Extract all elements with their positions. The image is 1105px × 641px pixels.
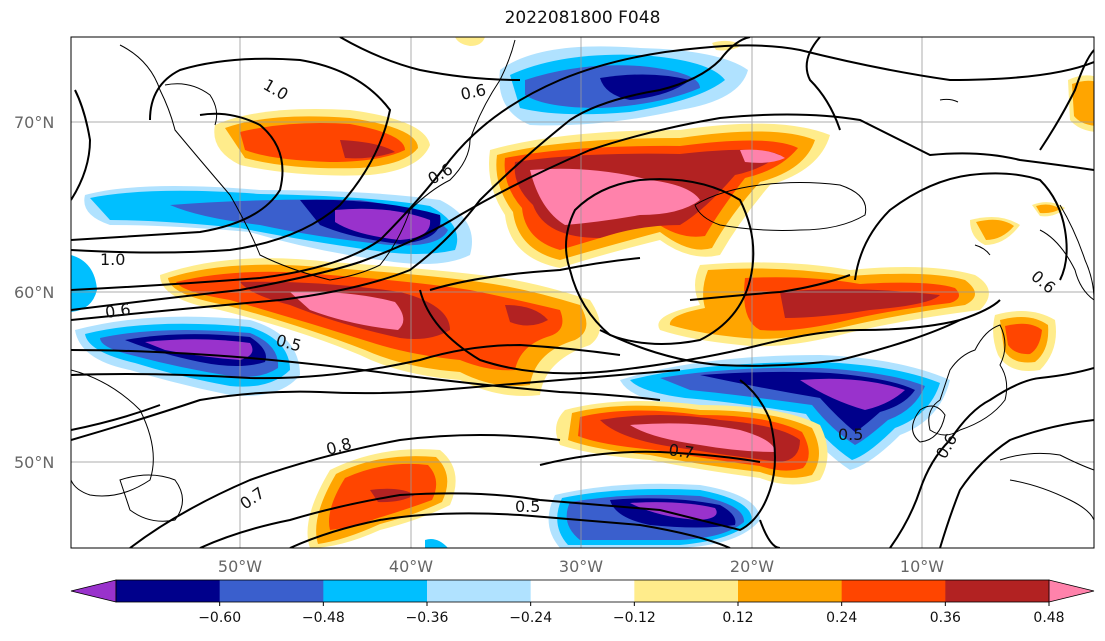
lon-label-30w: 30°W: [559, 557, 603, 576]
contour-lines: [71, 37, 1094, 548]
shade-blob: [340, 140, 395, 159]
colorbar-tick-label: −0.12: [613, 610, 656, 626]
colorbar-extend-right: [1048, 579, 1095, 603]
lat-label-50n: 50°N: [14, 453, 54, 472]
colorbar-segment: [530, 580, 635, 602]
lon-label-40w: 40°W: [389, 557, 433, 576]
map-plot-area: 1.0 0.6 0.6 1.0 0.6 0.5 0.8 0.7 0.5 0.7 …: [71, 37, 1094, 548]
colorbar-segment: [427, 580, 532, 602]
longitude-labels: 50°W 40°W 30°W 20°W 10°W: [218, 557, 944, 576]
shade-blob: [976, 219, 1014, 240]
lat-label-70n: 70°N: [14, 113, 54, 132]
colorbar-tick-label: 0.24: [826, 610, 857, 626]
shade-blob: [740, 149, 785, 163]
lon-label-10w: 10°W: [900, 557, 944, 576]
shade-blob: [455, 37, 485, 46]
colorbar-segment: [738, 580, 843, 602]
colorbar: −0.60 −0.48 −0.36 −0.24 −0.12 0.12 0.24 0.36 0.4…: [70, 579, 1095, 626]
contour-label: 0.7: [667, 440, 695, 462]
shade-blob: [530, 168, 700, 225]
contour-label: 1.0: [100, 250, 125, 269]
colorbar-segment: [116, 580, 221, 602]
colorbar-segment: [323, 580, 428, 602]
colorbar-tick-label: 0.36: [930, 610, 961, 626]
colorbar-tick-label: −0.36: [406, 610, 449, 626]
shade-blob: [630, 502, 717, 520]
map-title: 2022081800 F048: [504, 8, 661, 28]
shade-blob: [600, 74, 690, 100]
colorbar-extend-left: [70, 579, 117, 603]
colorbar-segment: [945, 580, 1050, 602]
shade-blob: [800, 378, 905, 410]
latitude-labels: 70°N 60°N 50°N: [14, 113, 54, 472]
colorbar-tick-label: 0.12: [722, 610, 753, 626]
contour-label: 0.6: [459, 80, 488, 104]
contour-label: 0.6: [104, 300, 132, 322]
shade-blob: [505, 305, 548, 326]
contour-label: 0.5: [838, 425, 863, 444]
contour-label: 0.5: [515, 497, 540, 516]
shade-blob: [425, 539, 448, 548]
shade-blob: [1036, 204, 1060, 214]
shade-blob: [1072, 80, 1094, 126]
colorbar-segment: [219, 580, 324, 602]
shade-blob: [335, 208, 431, 240]
map-frame: [70, 36, 1095, 549]
shade-blob: [780, 289, 940, 318]
coastlines: [71, 39, 1094, 522]
shade-blob: [71, 255, 97, 312]
lon-label-20w: 20°W: [730, 557, 774, 576]
colorbar-tick-label: −0.24: [509, 610, 552, 626]
colorbar-tick-label: −0.48: [302, 610, 345, 626]
colorbar-segment: [841, 580, 946, 602]
gridlines: [71, 37, 1094, 548]
shade-blob: [290, 291, 404, 330]
anomaly-shading: [71, 37, 1094, 548]
shade-blob: [145, 339, 253, 360]
lat-label-60n: 60°N: [14, 283, 54, 302]
shade-blob: [630, 423, 775, 452]
colorbar-tick-label: −0.60: [198, 610, 241, 626]
lon-label-50w: 50°W: [218, 557, 262, 576]
colorbar-segment: [634, 580, 739, 602]
shade-blob: [1005, 323, 1042, 355]
colorbar-tick-label: 0.48: [1033, 610, 1064, 626]
